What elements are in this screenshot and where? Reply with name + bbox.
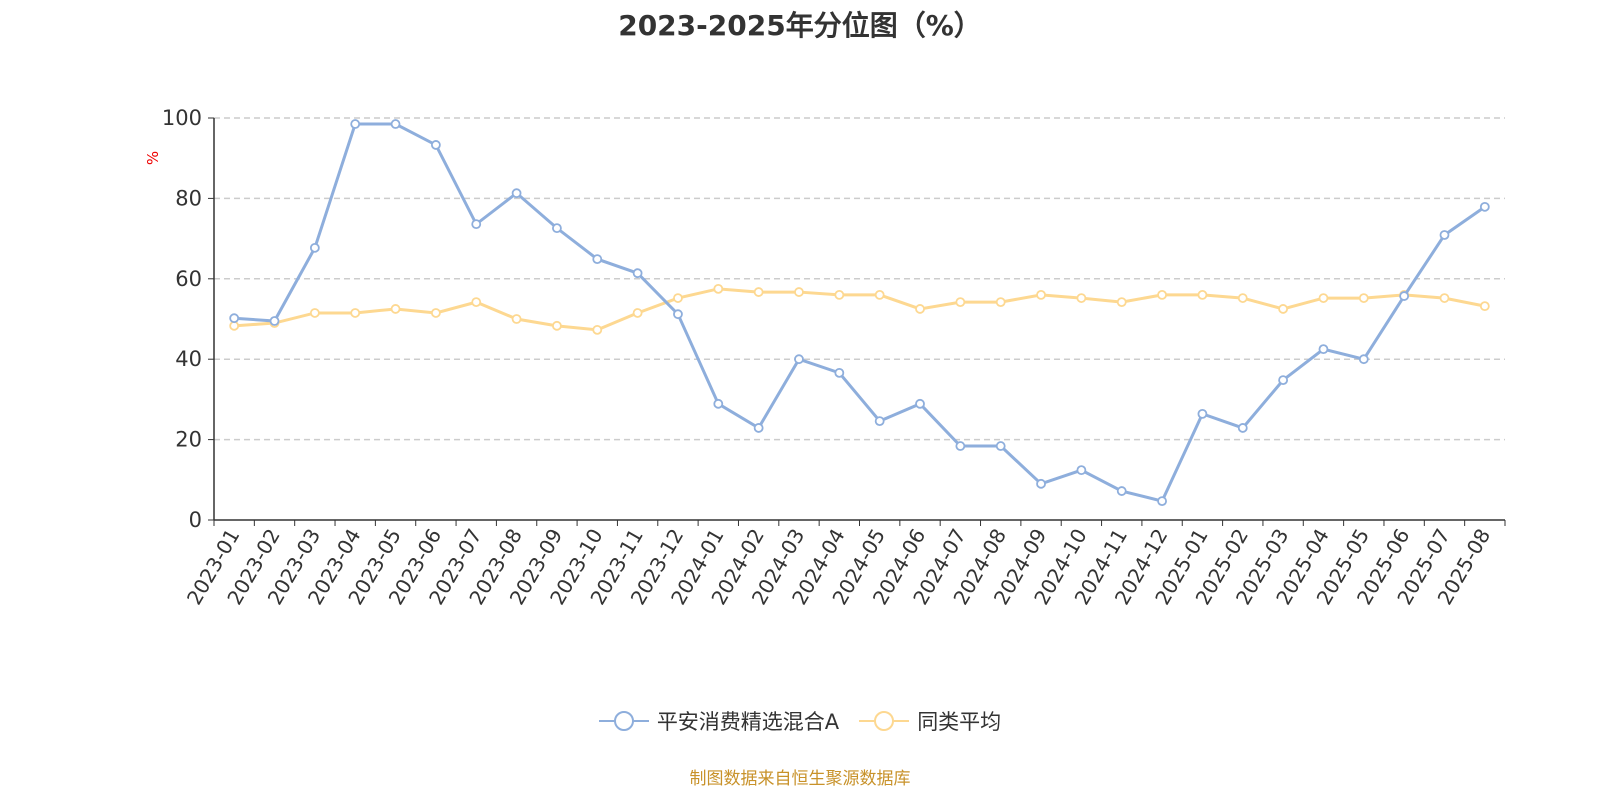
data-point bbox=[1278, 304, 1289, 314]
data-point bbox=[1237, 293, 1248, 303]
legend-label: 同类平均 bbox=[917, 710, 1002, 734]
source-note: 制图数据来自恒生聚源数据库 bbox=[689, 769, 911, 789]
data-point bbox=[1399, 291, 1410, 301]
data-point bbox=[1197, 289, 1208, 300]
data-point bbox=[1116, 486, 1127, 496]
data-point bbox=[1439, 230, 1450, 240]
data-point bbox=[552, 223, 562, 234]
data-point bbox=[511, 188, 522, 199]
data-point bbox=[1479, 201, 1490, 212]
data-point bbox=[834, 289, 845, 300]
data-point bbox=[915, 398, 925, 409]
chart-title: 2023-2025年分位图（%） bbox=[618, 9, 982, 42]
data-point bbox=[794, 354, 804, 365]
data-point bbox=[309, 242, 320, 253]
data-point bbox=[269, 316, 280, 326]
y-tick-label: 60 bbox=[175, 267, 202, 291]
data-point bbox=[874, 416, 885, 427]
data-point bbox=[995, 297, 1006, 308]
y-tick-label: 20 bbox=[175, 428, 202, 452]
y-tick-label: 40 bbox=[175, 347, 202, 371]
data-point bbox=[471, 297, 482, 308]
data-point bbox=[995, 441, 1006, 451]
data-point bbox=[511, 314, 522, 324]
data-point bbox=[471, 219, 482, 230]
data-point bbox=[592, 254, 603, 265]
y-tick-label: 80 bbox=[175, 186, 202, 210]
data-point bbox=[309, 308, 320, 318]
data-point bbox=[1036, 478, 1046, 489]
data-point bbox=[552, 320, 562, 331]
data-point bbox=[753, 423, 764, 433]
data-point bbox=[1358, 354, 1369, 365]
legend-label: 平安消费精选混合A bbox=[656, 710, 840, 734]
legend-item[interactable]: 平安消费精选混合A bbox=[598, 706, 840, 736]
data-point bbox=[1318, 293, 1329, 303]
data-point bbox=[1278, 375, 1289, 386]
data-point bbox=[1157, 289, 1167, 300]
data-point bbox=[1358, 293, 1369, 303]
data-point bbox=[955, 297, 966, 308]
data-point bbox=[713, 398, 724, 409]
data-point bbox=[753, 287, 764, 297]
data-point bbox=[390, 119, 401, 129]
data-point bbox=[350, 308, 361, 318]
data-point bbox=[1116, 297, 1127, 308]
y-tick-label: 100 bbox=[162, 106, 202, 130]
legend-item[interactable]: 同类平均 bbox=[859, 706, 1001, 736]
legend: 平安消费精选混合A 同类平均 bbox=[0, 706, 1600, 736]
data-point bbox=[834, 367, 845, 378]
data-point bbox=[794, 287, 804, 297]
legend-marker-icon bbox=[598, 711, 649, 731]
data-point bbox=[1439, 293, 1450, 303]
legend-marker-icon bbox=[859, 711, 910, 731]
data-point bbox=[1318, 344, 1329, 355]
data-point bbox=[955, 441, 966, 451]
data-point bbox=[673, 309, 683, 320]
data-point bbox=[713, 283, 724, 294]
data-point bbox=[632, 308, 643, 318]
data-point bbox=[1197, 408, 1208, 419]
y-tick-label: 0 bbox=[189, 508, 202, 532]
data-point bbox=[430, 308, 441, 318]
data-point bbox=[390, 304, 401, 314]
data-point bbox=[1479, 301, 1490, 312]
data-point bbox=[673, 293, 683, 303]
data-point bbox=[350, 119, 361, 129]
series-line bbox=[234, 122, 1486, 503]
data-point bbox=[1157, 496, 1167, 507]
data-point bbox=[592, 324, 603, 335]
data-point bbox=[915, 304, 925, 314]
data-point bbox=[1036, 289, 1046, 300]
data-point bbox=[1076, 293, 1087, 303]
data-point bbox=[229, 313, 240, 324]
data-point bbox=[430, 140, 441, 150]
series-line bbox=[234, 287, 1486, 332]
data-point bbox=[1076, 465, 1087, 476]
data-point bbox=[874, 289, 885, 300]
data-point bbox=[1237, 423, 1248, 433]
data-point bbox=[632, 268, 643, 279]
y-axis-label: % bbox=[144, 151, 162, 165]
